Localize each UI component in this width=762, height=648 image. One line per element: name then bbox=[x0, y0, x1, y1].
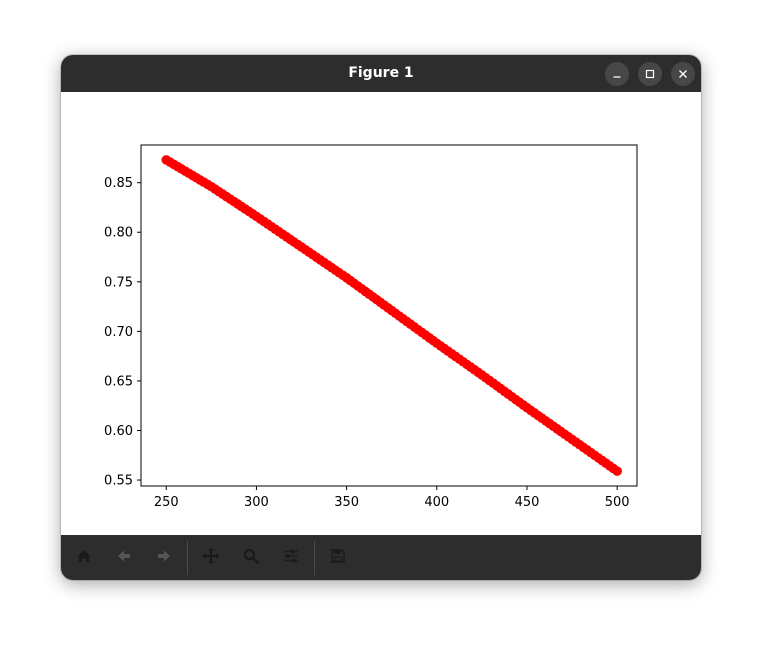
toolbar-separator bbox=[187, 541, 188, 575]
scatter-chart: 250 300 350 400 450 500 0.55 0.60 0.65 0.70 0.75 0.… bbox=[104, 144, 638, 510]
data-point bbox=[612, 466, 622, 476]
home-button[interactable] bbox=[69, 543, 99, 573]
title-bar[interactable]: Figure 1 bbox=[61, 55, 701, 92]
window-title: Figure 1 bbox=[348, 65, 414, 81]
data-points bbox=[161, 155, 622, 476]
maximize-icon bbox=[645, 69, 655, 79]
configure-subplots-button[interactable] bbox=[276, 543, 306, 573]
y-tick-label: 0.75 bbox=[104, 275, 133, 290]
y-tick-label: 0.55 bbox=[104, 474, 133, 489]
maximize-button[interactable] bbox=[638, 62, 662, 86]
y-tick-label: 0.85 bbox=[104, 176, 133, 191]
floppy-disk-icon bbox=[330, 548, 346, 568]
figure-window: Figure 1 250 300 350 400 450 500 0.55 0.60 0.65 0… bbox=[61, 55, 701, 580]
x-tick-label: 400 bbox=[424, 495, 449, 510]
zoom-button[interactable] bbox=[236, 543, 266, 573]
minimize-icon bbox=[612, 69, 622, 79]
figure-canvas[interactable]: 250 300 350 400 450 500 0.55 0.60 0.65 0.70 0.75 0.… bbox=[61, 92, 701, 535]
save-button[interactable] bbox=[323, 543, 353, 573]
y-tick-label: 0.70 bbox=[104, 325, 133, 340]
axes-frame bbox=[140, 144, 638, 487]
x-tick-label: 300 bbox=[244, 495, 269, 510]
x-tick-label: 450 bbox=[515, 495, 540, 510]
back-button[interactable] bbox=[109, 543, 139, 573]
x-tick-label: 500 bbox=[605, 495, 630, 510]
magnifier-icon bbox=[243, 548, 259, 568]
minimize-button[interactable] bbox=[605, 62, 629, 86]
y-tick-label: 0.65 bbox=[104, 374, 133, 389]
arrow-right-icon bbox=[156, 548, 172, 568]
x-tick-label: 350 bbox=[334, 495, 359, 510]
move-icon bbox=[202, 547, 220, 569]
forward-button[interactable] bbox=[149, 543, 179, 573]
y-tick-label: 0.60 bbox=[104, 424, 133, 439]
axis-ticks: 250 300 350 400 450 500 0.55 0.60 0.65 0.70 0.75 0.… bbox=[104, 176, 630, 510]
x-tick-label: 250 bbox=[154, 495, 179, 510]
navigation-toolbar bbox=[61, 535, 701, 580]
close-button[interactable] bbox=[671, 62, 695, 86]
close-icon bbox=[678, 69, 688, 79]
toolbar-separator bbox=[314, 541, 315, 575]
y-tick-label: 0.80 bbox=[104, 226, 133, 241]
sliders-icon bbox=[283, 548, 299, 568]
arrow-left-icon bbox=[116, 548, 132, 568]
home-icon bbox=[76, 548, 92, 568]
pan-button[interactable] bbox=[196, 543, 226, 573]
